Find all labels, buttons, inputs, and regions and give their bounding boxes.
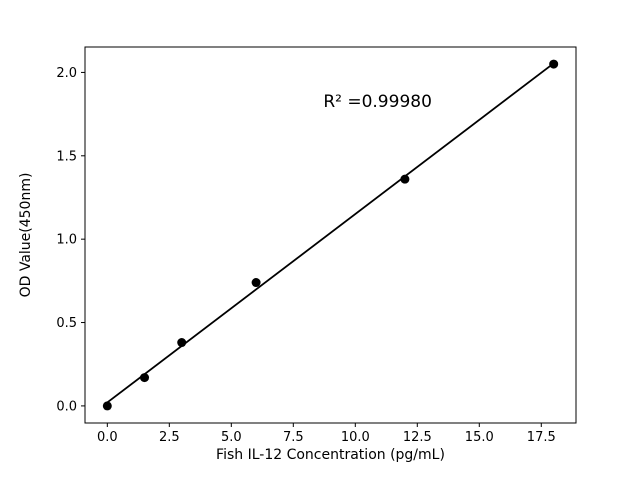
y-axis-tick-label: 0.5 bbox=[56, 316, 77, 331]
data-point bbox=[102, 401, 112, 411]
data-point bbox=[140, 373, 150, 383]
data-point bbox=[549, 59, 559, 69]
y-axis-tick-label: 1.0 bbox=[56, 233, 77, 248]
x-axis-tick-label: 0.0 bbox=[97, 430, 118, 445]
x-axis-tick-label: 2.5 bbox=[159, 430, 180, 445]
y-axis-tick-label: 1.5 bbox=[56, 149, 77, 164]
x-axis-tick-label: 17.5 bbox=[527, 430, 556, 445]
y-axis-label: OD Value(450nm) bbox=[18, 173, 34, 298]
data-point bbox=[400, 174, 410, 184]
x-axis-tick-label: 12.5 bbox=[403, 430, 432, 445]
x-axis-tick-label: 5.0 bbox=[221, 430, 242, 445]
x-axis-tick-label: 15.0 bbox=[465, 430, 494, 445]
data-point bbox=[251, 278, 261, 288]
data-point bbox=[177, 338, 187, 348]
y-axis-tick-label: 0.0 bbox=[56, 399, 77, 414]
x-axis-tick-label: 7.5 bbox=[283, 430, 304, 445]
r-squared-annotation: R² =0.99980 bbox=[323, 92, 432, 112]
y-axis-tick-label: 2.0 bbox=[56, 66, 77, 81]
x-axis-label: Fish IL-12 Concentration (pg/mL) bbox=[216, 447, 445, 463]
x-axis-tick-label: 10.0 bbox=[341, 430, 370, 445]
